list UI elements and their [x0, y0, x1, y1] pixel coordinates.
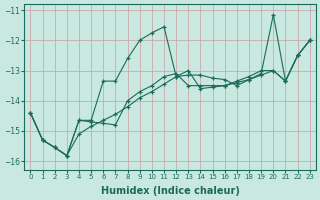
X-axis label: Humidex (Indice chaleur): Humidex (Indice chaleur) — [101, 186, 240, 196]
